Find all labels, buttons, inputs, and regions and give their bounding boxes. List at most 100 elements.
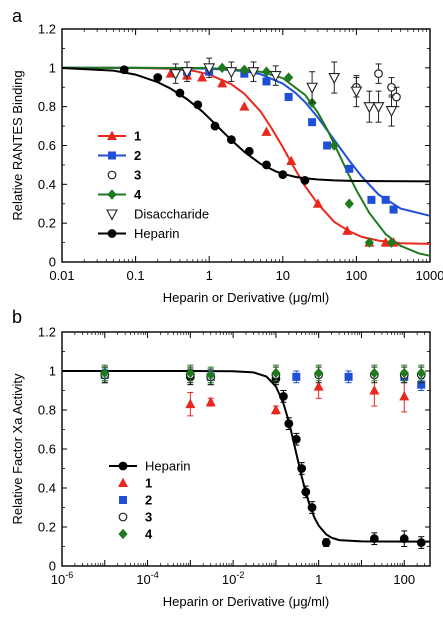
chart-a-frame — [61, 28, 431, 263]
chart-a-ytick-label: 0.2 — [38, 216, 56, 231]
chart-b-xtick-label: 1 — [315, 572, 322, 587]
data-point — [369, 385, 380, 395]
chart-a-ytick-label: 0.4 — [38, 177, 56, 192]
data-point — [399, 367, 409, 379]
chart-a-series-4 — [217, 62, 397, 248]
legend-label: Disaccharide — [134, 207, 209, 222]
chart-a-fit-heparin — [61, 67, 431, 183]
data-point — [399, 534, 409, 544]
data-point — [210, 121, 220, 131]
chart-a-ytick-label: 0.6 — [38, 138, 56, 153]
data-point — [284, 419, 294, 429]
data-point — [270, 404, 281, 414]
data-point — [321, 538, 331, 547]
chart-b-ylabel: Relative Factor Xa Activity — [10, 373, 25, 524]
chart-a-series-disaccharide — [169, 57, 398, 127]
legend-label: 1 — [145, 476, 152, 491]
panel-label-b: b — [12, 307, 22, 327]
legend-marker — [118, 461, 128, 471]
legend-label: 2 — [145, 493, 152, 508]
data-point — [374, 69, 383, 79]
data-point — [291, 434, 301, 444]
data-point — [217, 62, 227, 74]
chart-a-xlabel: Heparin or Derivative (μg/ml) — [163, 290, 329, 305]
chart-b-ytick-label: 0.6 — [38, 442, 56, 457]
data-point — [301, 487, 311, 497]
legend-marker — [119, 496, 127, 504]
data-point — [344, 372, 353, 381]
chart-b-ytick-label: 1.2 — [38, 325, 56, 340]
chart-b-xtick-label: 10-2 — [222, 570, 244, 587]
data-point — [323, 141, 332, 150]
chart-b-xtick-exponent: -6 — [65, 570, 73, 580]
data-point — [271, 367, 281, 379]
data-point — [363, 102, 376, 114]
data-point — [239, 64, 249, 75]
chart-a-ytick-label: 0 — [49, 255, 56, 270]
data-point — [169, 69, 182, 81]
legend-label: 1 — [134, 129, 141, 144]
chart-b-ytick-label: 1 — [49, 364, 56, 379]
chart-b-xlabel: Heparin or Derivative (μg/ml) — [163, 594, 329, 609]
legend-marker — [107, 229, 117, 238]
data-point — [386, 237, 397, 248]
chart-a-series-heparin — [119, 65, 310, 185]
legend-label: 3 — [145, 510, 152, 525]
legend-marker — [118, 528, 128, 540]
data-point — [380, 237, 391, 247]
data-point — [262, 160, 271, 170]
chart-a-xtick-label: 100 — [346, 268, 368, 283]
data-point — [261, 126, 272, 136]
data-point — [306, 82, 319, 94]
data-point — [385, 106, 398, 118]
data-point — [300, 176, 310, 185]
data-point — [284, 92, 293, 101]
chart-a-xtick-label: 1000 — [416, 268, 443, 283]
legend-label: 3 — [134, 168, 141, 183]
legend-marker — [108, 151, 116, 160]
panel-label-a: a — [12, 6, 23, 26]
chart-a-xtick-label: 0.01 — [49, 268, 74, 283]
chart-b-xtick-label: 100 — [393, 572, 415, 587]
data-point — [381, 195, 390, 204]
legend-label: Heparin — [134, 226, 180, 241]
legend-marker — [107, 189, 117, 200]
data-point — [350, 86, 363, 98]
legend-marker — [118, 477, 128, 487]
legend-marker — [107, 170, 117, 180]
data-point — [312, 198, 323, 208]
data-point — [417, 380, 426, 389]
data-point — [185, 367, 195, 379]
data-point — [181, 67, 193, 79]
data-point — [206, 369, 216, 381]
chart-b-ytick-label: 0.2 — [38, 520, 56, 535]
data-point — [329, 140, 339, 151]
data-point — [226, 135, 236, 145]
chart-a-ylabel: Relative RANTES Binding — [10, 70, 25, 220]
data-point — [286, 155, 297, 166]
legend-label: 4 — [145, 527, 153, 542]
legend-label: 2 — [134, 148, 141, 163]
chart-b-legend: Heparin 1 2 3 4 — [109, 459, 191, 542]
legend-label: 4 — [134, 187, 142, 202]
legend-marker — [118, 512, 128, 522]
data-point — [369, 367, 379, 379]
data-point — [328, 72, 341, 85]
data-point — [416, 367, 426, 379]
data-point — [100, 367, 110, 379]
data-point — [225, 67, 238, 79]
chart-b-ytick-label: 0.8 — [38, 403, 56, 418]
data-point — [175, 88, 185, 98]
chart-a-series-3 — [352, 63, 401, 108]
data-point — [313, 381, 324, 391]
data-point — [308, 118, 317, 127]
data-point — [399, 390, 410, 401]
data-point — [389, 205, 398, 214]
chart-b-xtick-exponent: -4 — [151, 570, 159, 580]
chart-a-ytick-label: 1 — [49, 60, 56, 75]
data-point — [369, 534, 379, 544]
chart-a-xtick-label: 0.1 — [127, 268, 145, 283]
data-point — [185, 398, 196, 409]
chart-b-xtick-exponent: -2 — [236, 570, 244, 580]
